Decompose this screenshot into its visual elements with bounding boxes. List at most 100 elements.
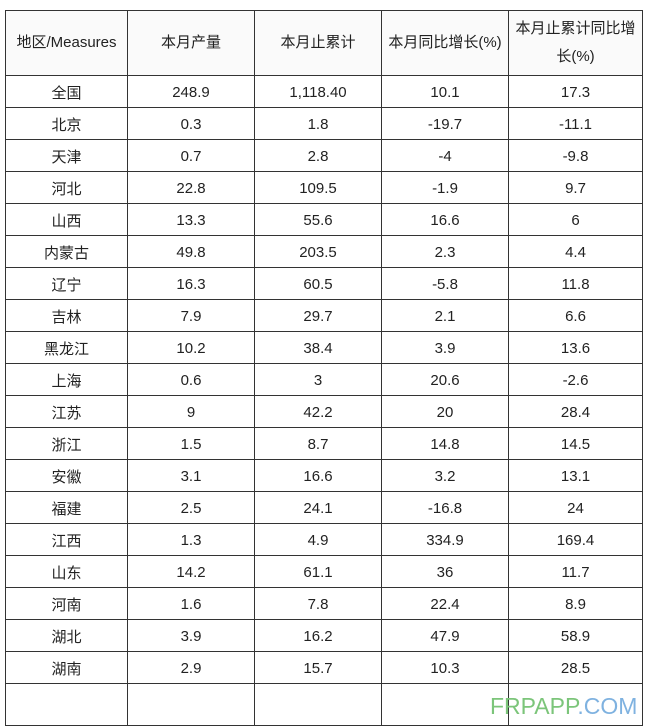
value-cell: 16.6: [381, 203, 509, 236]
value-cell: 1.3: [127, 523, 255, 556]
value-cell: -9.8: [508, 139, 643, 172]
watermark-part2: .COM: [577, 693, 638, 719]
value-cell: 6: [508, 203, 643, 236]
value-cell: 2.8: [254, 139, 382, 172]
value-cell: 60.5: [254, 267, 382, 300]
value-cell: 28.5: [508, 651, 643, 684]
column-header: 本月同比增长(%): [381, 10, 509, 76]
value-cell: 4.9: [254, 523, 382, 556]
region-cell: 山东: [5, 555, 128, 588]
value-cell: 8.9: [508, 587, 643, 620]
value-cell: 10.1: [381, 75, 509, 108]
table-row: 吉林 7.9 29.7 2.1 6.6: [5, 299, 643, 332]
value-cell: 24: [508, 491, 643, 524]
table-row: 山西 13.3 55.6 16.6 6: [5, 203, 643, 236]
value-cell: 1.6: [127, 587, 255, 620]
value-cell: 36: [381, 555, 509, 588]
value-cell: -11.1: [508, 107, 643, 140]
table-row: 北京 0.3 1.8 -19.7 -11.1: [5, 107, 643, 140]
region-cell: 江苏: [5, 395, 128, 428]
region-cell: 江西: [5, 523, 128, 556]
data-table: 地区/Measures 本月产量 本月止累计 本月同比增长(%) 本月止累计同比增长(%…: [5, 10, 643, 726]
value-cell: 334.9: [381, 523, 509, 556]
region-cell: 福建: [5, 491, 128, 524]
value-cell: 14.8: [381, 427, 509, 460]
value-cell: 2.3: [381, 235, 509, 268]
value-cell: -5.8: [381, 267, 509, 300]
value-cell: 1.8: [254, 107, 382, 140]
region-cell: 湖北: [5, 619, 128, 652]
watermark: FRPAPP.COM: [490, 694, 637, 718]
empty-cell: [254, 683, 382, 726]
region-cell: 北京: [5, 107, 128, 140]
value-cell: 7.8: [254, 587, 382, 620]
value-cell: 1,118.40: [254, 75, 382, 108]
value-cell: 22.4: [381, 587, 509, 620]
value-cell: 47.9: [381, 619, 509, 652]
value-cell: 109.5: [254, 171, 382, 204]
value-cell: 13.1: [508, 459, 643, 492]
header-row: 地区/Measures 本月产量 本月止累计 本月同比增长(%) 本月止累计同比增长(%…: [5, 10, 643, 76]
value-cell: 61.1: [254, 555, 382, 588]
table-row: 湖南 2.9 15.7 10.3 28.5: [5, 651, 643, 684]
value-cell: -19.7: [381, 107, 509, 140]
value-cell: 14.5: [508, 427, 643, 460]
table-row: 山东 14.2 61.1 36 11.7: [5, 555, 643, 588]
value-cell: -4: [381, 139, 509, 172]
table-row: 全国 248.9 1,118.40 10.1 17.3: [5, 75, 643, 108]
value-cell: 49.8: [127, 235, 255, 268]
table-row: 安徽 3.1 16.6 3.2 13.1: [5, 459, 643, 492]
value-cell: 8.7: [254, 427, 382, 460]
value-cell: 38.4: [254, 331, 382, 364]
empty-cell: [5, 683, 128, 726]
value-cell: 10.3: [381, 651, 509, 684]
value-cell: 20: [381, 395, 509, 428]
value-cell: 248.9: [127, 75, 255, 108]
value-cell: -2.6: [508, 363, 643, 396]
column-header: 地区/Measures: [5, 10, 128, 76]
value-cell: 16.2: [254, 619, 382, 652]
value-cell: 2.9: [127, 651, 255, 684]
value-cell: 15.7: [254, 651, 382, 684]
column-header: 本月止累计同比增长(%): [508, 10, 643, 76]
value-cell: 2.5: [127, 491, 255, 524]
value-cell: 13.6: [508, 331, 643, 364]
value-cell: 6.6: [508, 299, 643, 332]
value-cell: 11.8: [508, 267, 643, 300]
table-row: 江苏 9 42.2 20 28.4: [5, 395, 643, 428]
value-cell: 14.2: [127, 555, 255, 588]
value-cell: -16.8: [381, 491, 509, 524]
value-cell: 9.7: [508, 171, 643, 204]
value-cell: -1.9: [381, 171, 509, 204]
table-row: 河北 22.8 109.5 -1.9 9.7: [5, 171, 643, 204]
value-cell: 24.1: [254, 491, 382, 524]
table-row: 辽宁 16.3 60.5 -5.8 11.8: [5, 267, 643, 300]
table-row: 上海 0.6 3 20.6 -2.6: [5, 363, 643, 396]
value-cell: 0.7: [127, 139, 255, 172]
region-cell: 湖南: [5, 651, 128, 684]
table-row: 天津 0.7 2.8 -4 -9.8: [5, 139, 643, 172]
region-cell: 天津: [5, 139, 128, 172]
table-row: 内蒙古 49.8 203.5 2.3 4.4: [5, 235, 643, 268]
value-cell: 3.1: [127, 459, 255, 492]
value-cell: 3.9: [127, 619, 255, 652]
value-cell: 11.7: [508, 555, 643, 588]
value-cell: 20.6: [381, 363, 509, 396]
table-row: 湖北 3.9 16.2 47.9 58.9: [5, 619, 643, 652]
table-row: 河南 1.6 7.8 22.4 8.9: [5, 587, 643, 620]
region-cell: 内蒙古: [5, 235, 128, 268]
value-cell: 29.7: [254, 299, 382, 332]
value-cell: 10.2: [127, 331, 255, 364]
value-cell: 7.9: [127, 299, 255, 332]
value-cell: 2.1: [381, 299, 509, 332]
value-cell: 0.3: [127, 107, 255, 140]
value-cell: 28.4: [508, 395, 643, 428]
value-cell: 203.5: [254, 235, 382, 268]
value-cell: 13.3: [127, 203, 255, 236]
region-cell: 河南: [5, 587, 128, 620]
column-header: 本月产量: [127, 10, 255, 76]
value-cell: 3.2: [381, 459, 509, 492]
value-cell: 16.3: [127, 267, 255, 300]
value-cell: 0.6: [127, 363, 255, 396]
region-cell: 浙江: [5, 427, 128, 460]
